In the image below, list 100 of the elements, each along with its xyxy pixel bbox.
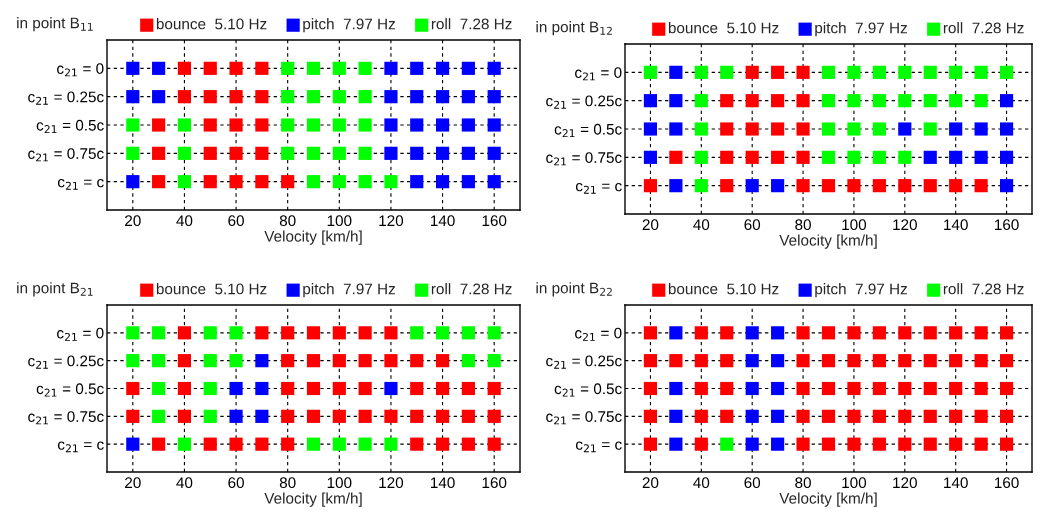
point <box>821 122 836 136</box>
point <box>332 381 346 396</box>
point <box>669 409 683 423</box>
point <box>461 437 475 451</box>
point <box>745 65 759 79</box>
point <box>949 409 963 423</box>
point <box>643 122 658 136</box>
point <box>203 90 217 104</box>
legend-label: bounce 5.10 Hz <box>668 283 779 295</box>
point <box>796 122 810 136</box>
x-tick-label: 60 <box>744 477 761 489</box>
point <box>358 409 372 423</box>
point <box>796 94 810 108</box>
point <box>643 150 658 164</box>
point <box>872 326 886 340</box>
point <box>410 61 424 75</box>
point <box>796 409 810 423</box>
point <box>177 381 192 396</box>
point <box>461 381 475 396</box>
point <box>796 179 810 193</box>
point <box>847 409 861 423</box>
x-tick-label: 80 <box>795 219 811 231</box>
point <box>821 409 836 423</box>
point <box>332 354 346 368</box>
x-tick-label: 140 <box>944 219 968 231</box>
point <box>358 175 372 189</box>
point <box>669 122 683 136</box>
point <box>669 65 683 79</box>
point <box>923 65 937 79</box>
point <box>461 175 475 189</box>
point <box>177 175 192 189</box>
point <box>203 326 217 340</box>
x-tick-label: 120 <box>379 477 404 489</box>
legend-label: bounce 5.10 Hz <box>156 18 267 30</box>
x-tick-label: 140 <box>430 215 455 227</box>
y-tick-label: c$_{21}$ = 0.25c <box>546 355 622 369</box>
point <box>384 118 398 132</box>
point <box>771 354 785 368</box>
point <box>152 146 166 160</box>
x-tick-label: 60 <box>228 477 244 489</box>
point <box>999 409 1014 423</box>
point <box>720 179 734 193</box>
point <box>255 381 269 396</box>
x-tick-label: 100 <box>842 477 867 489</box>
point <box>694 94 708 108</box>
point <box>410 175 424 189</box>
point <box>281 326 295 340</box>
point <box>669 179 683 193</box>
point <box>487 175 501 189</box>
point <box>410 354 424 368</box>
point <box>796 65 810 79</box>
point <box>177 146 192 160</box>
point <box>872 122 886 136</box>
x-tick-label: 80 <box>279 477 296 489</box>
point <box>203 354 217 368</box>
point <box>796 381 810 396</box>
point <box>487 409 501 423</box>
x-tick-label: 160 <box>482 477 507 489</box>
y-tick-label: c$_{21}$ = c <box>57 441 104 453</box>
point <box>923 326 937 340</box>
x-tick-label: 40 <box>176 477 193 489</box>
point <box>694 326 708 340</box>
point <box>643 354 658 368</box>
x-tick-label: 80 <box>795 477 811 489</box>
point <box>410 437 424 451</box>
point <box>306 326 321 340</box>
point <box>771 409 785 423</box>
x-axis-title: Velocity [km/h] <box>779 492 877 507</box>
point <box>694 179 708 193</box>
legend-label: bounce 5.10 Hz <box>156 283 267 295</box>
point <box>435 90 450 104</box>
point <box>720 122 734 136</box>
point <box>461 118 475 132</box>
point <box>435 354 450 368</box>
point <box>306 354 321 368</box>
y-tick-label: c$_{21}$ = 0.75c <box>546 152 622 166</box>
legend-label: roll 7.28 Hz <box>431 283 512 295</box>
x-tick-label: 40 <box>176 215 193 227</box>
point <box>410 146 424 160</box>
y-tick-label: c$_{21}$ = 0.5c <box>36 383 104 397</box>
y-tick-label: c$_{21}$ = 0.25c <box>28 355 104 369</box>
point <box>461 61 475 75</box>
x-tick-label: 60 <box>228 215 244 227</box>
point <box>410 381 424 396</box>
x-axis-title: Velocity [km/h] <box>779 234 877 249</box>
point <box>872 437 886 451</box>
point <box>796 437 810 451</box>
point <box>487 90 501 104</box>
point <box>487 61 501 75</box>
point <box>306 381 321 396</box>
point <box>720 150 734 164</box>
point <box>720 437 734 451</box>
point <box>771 122 785 136</box>
point <box>923 354 937 368</box>
point <box>281 354 295 368</box>
point <box>745 94 759 108</box>
point <box>435 381 450 396</box>
point <box>745 326 759 340</box>
point <box>152 354 166 368</box>
point <box>999 381 1014 396</box>
